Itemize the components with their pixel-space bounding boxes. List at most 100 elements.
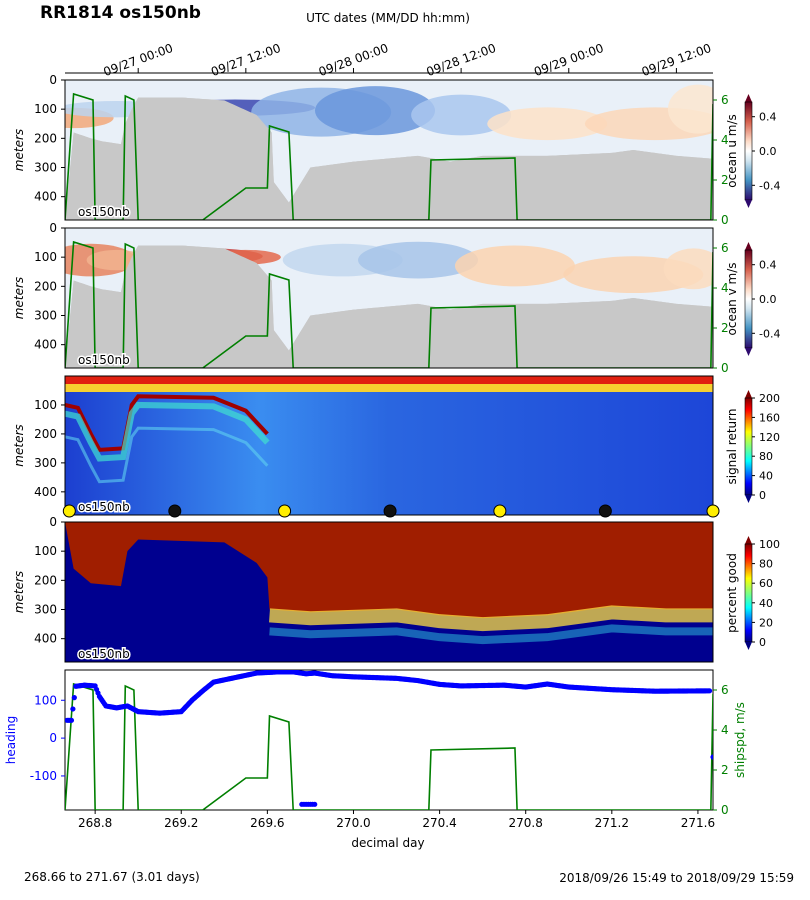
signal-surface [65, 376, 713, 384]
colorbar-extend-top [745, 94, 752, 102]
panel-plot-area [65, 670, 713, 810]
colorbar [744, 101, 753, 201]
y-tick-label: 100 [34, 250, 57, 264]
velocity-blob [454, 245, 575, 287]
colorbar-tick-label: 0.0 [759, 293, 777, 306]
colorbar-extend-top [745, 536, 752, 544]
colorbar-tick-label: 0 [759, 489, 766, 502]
y-tick-label: 400 [34, 485, 57, 499]
velocity-blob [315, 86, 436, 136]
y-tick-label: 300 [34, 309, 57, 323]
right-tick-label: 2 [721, 763, 729, 777]
pg-transition-2 [269, 624, 713, 645]
panel-plot-area [65, 376, 713, 515]
y-tick-label: 0 [49, 221, 57, 235]
colorbar-tick-label: 20 [759, 616, 773, 629]
colorbar-label: signal return [725, 408, 739, 484]
day-night-marker [278, 504, 292, 518]
x-tick-label: 268.8 [78, 816, 112, 830]
y-tick-label: 300 [34, 161, 57, 175]
panel-frame [64, 79, 714, 221]
colorbar [744, 397, 753, 496]
right-tick-label: 4 [721, 281, 729, 295]
figure-title: RR1814 os150nb [40, 3, 201, 23]
bad-data-mask [65, 245, 713, 368]
y-tick-label: 300 [34, 603, 57, 617]
right-tick-label: 6 [721, 241, 729, 255]
colorbar-label: percent good [725, 553, 739, 633]
y-tick-label: 0 [49, 515, 57, 529]
day-night-marker [598, 504, 612, 518]
y-tick-label: 400 [34, 190, 57, 204]
y-tick-label: 100 [34, 102, 57, 116]
panel-5: 100 0 -100 0 2 4 6 heading shipspd, m/s 268.8 269.… [4, 669, 747, 830]
right-tick-label: 2 [721, 321, 729, 335]
x-tick-label: 269.2 [164, 816, 198, 830]
y-tick-label: 200 [34, 131, 57, 145]
right-tick-label: 6 [721, 683, 729, 697]
colorbar-tick-label: 100 [759, 538, 780, 551]
day-night-marker [383, 504, 397, 518]
colorbar-tick-label: 0 [759, 636, 766, 649]
y-tick-label: 200 [34, 279, 57, 293]
right-tick-label: 2 [721, 173, 729, 187]
day-night-marker [62, 504, 76, 518]
panels: 0100200300400metersos150nb0.40.0-0.4ocea… [4, 73, 780, 830]
shipspd-line [65, 682, 713, 810]
panel-tag: os150nb [78, 353, 130, 367]
panel-plot-area [65, 228, 713, 368]
x-tick-label: 271.2 [595, 816, 629, 830]
signal-field [65, 376, 713, 515]
panel-plot-area [65, 522, 713, 662]
x-tick-label: 270.4 [422, 816, 456, 830]
colorbar-label: ocean u m/s [725, 114, 739, 188]
bottom-echo-multiple [65, 426, 269, 484]
colorbar-tick-label: -0.4 [759, 327, 780, 340]
pg-high [65, 522, 713, 619]
top-axis-label: UTC dates (MM/DD hh:mm) [306, 11, 470, 25]
colorbar-tick-label: 160 [759, 411, 780, 424]
panel-frame [64, 669, 714, 811]
y-tick-label: 100 [34, 398, 57, 412]
colorbar-tick-label: 80 [759, 450, 773, 463]
colorbar-extend-top [745, 390, 752, 398]
y-tick-label: 400 [34, 338, 57, 352]
velocity-blob [358, 241, 479, 279]
heading-point [710, 754, 713, 760]
colorbar-tick-label: 0.4 [759, 259, 777, 272]
colorbar-tick-label: 40 [759, 597, 773, 610]
y-tick-label: 100 [34, 544, 57, 558]
right-tick-label: 6 [721, 93, 729, 107]
colorbar-label: ocean v m/s [725, 263, 739, 336]
panel-tag: os150nb [78, 205, 130, 219]
velocity-blob [667, 84, 713, 134]
day-night-marker [168, 504, 182, 518]
colorbar-tick-label: 120 [759, 431, 780, 444]
heading-point [68, 717, 75, 723]
colorbar-tick-label: 200 [759, 392, 780, 405]
bad-data-mask [65, 97, 713, 220]
colorbar-tick-label: -0.4 [759, 179, 780, 192]
shipspd-overlay [65, 240, 713, 368]
panel-2: 0 100 200 300 400 meters os150nb 0.4 0.0 -0.4 ocea… [12, 221, 780, 375]
y-tick-label: 0 [49, 73, 57, 87]
x-axis-label: decimal day [351, 836, 424, 850]
x-tick-label: 271.6 [681, 816, 715, 830]
panel-tag: os150nb [78, 647, 130, 661]
y-axis-label: heading [4, 716, 18, 765]
date-tick-labels: 09/27 00:00 09/27 12:00 09/28 00:00 09/28 1… [65, 41, 713, 79]
colorbar-tick-label: 60 [759, 577, 773, 590]
x-tick-label: 269.6 [250, 816, 284, 830]
colorbar [744, 249, 753, 349]
colorbar-extend-bottom [745, 200, 752, 208]
velocity-blob [411, 94, 512, 136]
y-tick-label: 0 [49, 731, 57, 745]
heading-point [71, 695, 77, 701]
colorbar [744, 543, 753, 643]
y-tick-label: 200 [34, 573, 57, 587]
y-axis-label: meters [12, 277, 26, 319]
right-tick-label: 0 [721, 361, 729, 375]
y-tick-label: 300 [34, 456, 57, 470]
right-tick-label: 4 [721, 723, 729, 737]
colorbar-tick-label: 40 [759, 470, 773, 483]
